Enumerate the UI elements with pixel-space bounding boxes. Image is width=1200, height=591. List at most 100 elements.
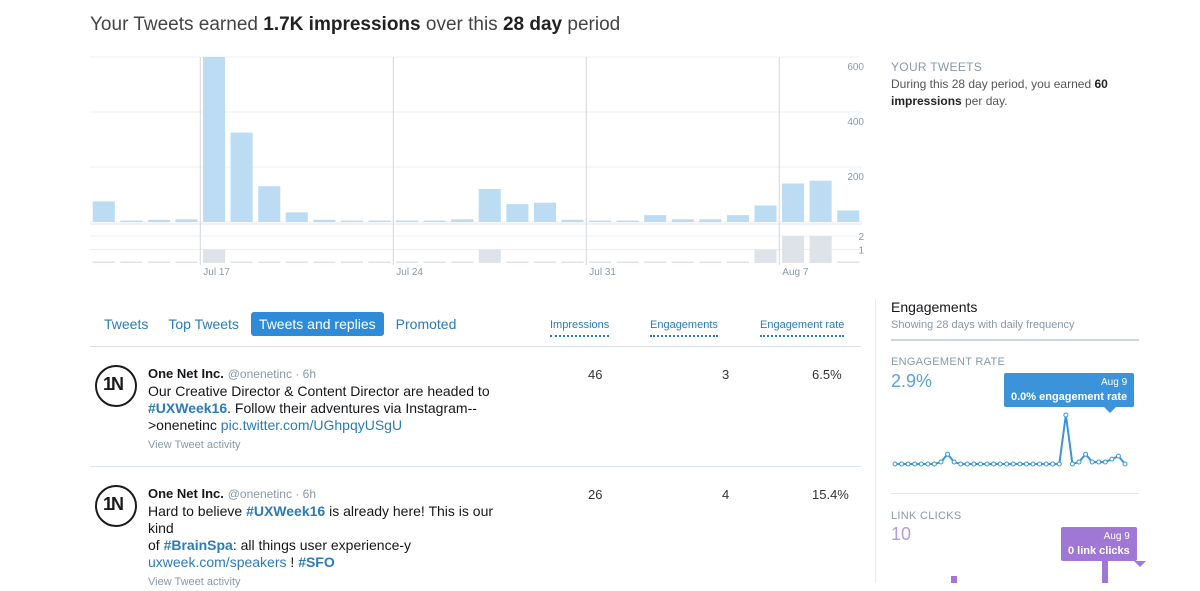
- engagement-rate-point: [984, 461, 990, 467]
- tweet-hashtag[interactable]: #UXWeek16: [148, 400, 228, 416]
- tweet-text: Our Creative Director & Content Director…: [148, 383, 490, 399]
- tweet-text: >onenetinc: [148, 417, 217, 433]
- engagement-rate-point: [964, 461, 970, 467]
- engagement-rate-point: [938, 459, 944, 465]
- table-row[interactable]: 1N One Net Inc. @onenetinc · 6h Our Crea…: [90, 347, 861, 467]
- engagements-bar: [699, 261, 722, 263]
- tooltip-value: 0.0% engagement rate: [1011, 391, 1128, 403]
- tweet-engagements: 3: [722, 367, 730, 382]
- tweet-hashtag[interactable]: #BrainSpa: [163, 537, 233, 553]
- row-divider: [90, 466, 861, 467]
- x-tick-label: Jul 17: [203, 267, 230, 278]
- tweet-time[interactable]: 6h: [302, 367, 317, 381]
- engagements-bar: [175, 261, 198, 263]
- column-impressions[interactable]: Impressions: [550, 319, 610, 337]
- tab-promoted[interactable]: Promoted: [395, 316, 457, 332]
- tweet-author[interactable]: One Net Inc.: [148, 366, 224, 381]
- tweet-time[interactable]: 6h: [302, 487, 317, 501]
- table-row[interactable]: 1N One Net Inc. @onenetinc · 6h Hard to …: [90, 467, 861, 588]
- column-engagements[interactable]: Engagements: [650, 319, 718, 337]
- engagements-bar: [313, 261, 336, 263]
- y-tick-label: 400: [847, 117, 864, 128]
- avatar[interactable]: 1N: [95, 485, 137, 527]
- impressions-bar: [230, 132, 253, 222]
- tweet-text: . Follow their adventures via Instagram-…: [227, 400, 477, 416]
- impressions-bar: [451, 219, 474, 222]
- impressions-bar: [423, 220, 446, 222]
- link-clicks-value: 10: [891, 524, 912, 544]
- avatar[interactable]: 1N: [95, 365, 137, 407]
- tweet-text: of: [148, 537, 160, 553]
- engagement-rate-point: [905, 461, 911, 467]
- engagement-rate-point: [1030, 461, 1036, 467]
- engagement-rate-point: [1109, 456, 1115, 462]
- your-tweets-suffix: per day.: [965, 94, 1008, 108]
- tweet-hashtag[interactable]: #SFO: [298, 554, 335, 570]
- engagements-bar: [396, 261, 419, 263]
- engagements-bar: [92, 261, 115, 263]
- impressions-chart[interactable]: Jul 17 Jul 24 Jul 31 Aug 7 200 400 600 1 2: [0, 0, 1200, 300]
- engagement-rate-point: [958, 461, 964, 467]
- link-clicks-caption: LINK CLICKS: [891, 510, 962, 522]
- engagements-bar: [258, 261, 281, 263]
- engagement-rate-point: [925, 461, 931, 467]
- engagements-bar: [809, 236, 832, 263]
- engagement-rate-point: [1010, 461, 1016, 467]
- engagements-bar: [478, 249, 501, 263]
- view-tweet-activity-link[interactable]: View Tweet activity: [148, 439, 241, 451]
- engagement-rate-point: [1043, 461, 1049, 467]
- engagements-bar: [340, 261, 363, 263]
- tweet-engagement-rate: 15.4%: [812, 487, 849, 502]
- impressions-bar: [120, 220, 143, 222]
- tooltip-date: Aug 9: [1101, 377, 1128, 388]
- engagement-rate-point: [1076, 459, 1082, 465]
- impressions-bar: [699, 219, 722, 222]
- impressions-bar: [285, 212, 308, 222]
- engagements-divider: [891, 339, 1139, 341]
- engagement-rate-point: [1004, 461, 1010, 467]
- tweet-handle[interactable]: @onenetinc: [227, 367, 292, 381]
- headline-middle: over this: [425, 14, 498, 35]
- engagements-bar: [561, 261, 584, 263]
- column-engagement-rate[interactable]: Engagement rate: [760, 319, 845, 337]
- engagement-rate-point: [1063, 412, 1069, 418]
- engagement-rate-point: [1089, 459, 1095, 465]
- engagement-rate-value: 2.9%: [891, 371, 933, 391]
- engagements-bar: [368, 261, 391, 263]
- impressions-bar: [533, 202, 556, 222]
- engagement-rate-point: [918, 461, 924, 467]
- tweet-impressions: 46: [588, 367, 603, 382]
- engagement-rate-point: [892, 461, 898, 467]
- impressions-bar: [92, 201, 115, 222]
- engagement-rate-point: [977, 461, 983, 467]
- tweet-hashtag[interactable]: #UXWeek16: [246, 503, 326, 519]
- tab-tweets-and-replies[interactable]: Tweets and replies: [250, 312, 384, 336]
- engagement-rate-point: [991, 461, 997, 467]
- tweet-link[interactable]: pic.twitter.com/UGhpqyUSgU: [220, 417, 403, 433]
- tab-tweets[interactable]: Tweets: [104, 316, 149, 332]
- your-tweets-summary: YOUR TWEETS During this 28 day period, y…: [891, 59, 1151, 110]
- impressions-bar: [396, 220, 419, 222]
- engagements-bar: [782, 236, 805, 263]
- engagements-bar: [616, 261, 639, 263]
- impressions-bar: [478, 189, 501, 222]
- headline-prefix: Your Tweets earned: [90, 14, 258, 35]
- tweet-link[interactable]: uxweek.com/speakers: [148, 554, 287, 570]
- impressions-bar: [616, 220, 639, 222]
- section-divider: [891, 493, 1139, 494]
- your-tweets-caption: YOUR TWEETS: [891, 60, 983, 74]
- impressions-bar: [782, 183, 805, 222]
- engagement-rate-caption: ENGAGEMENT RATE: [891, 356, 1006, 368]
- tab-top-tweets[interactable]: Top Tweets: [168, 316, 239, 332]
- engagements-bar: [120, 261, 143, 263]
- onenet-logo-icon: 1N: [103, 374, 124, 394]
- engagement-rate-point: [945, 451, 951, 457]
- engagement-rate-point: [1102, 459, 1108, 465]
- panel-divider: [875, 299, 876, 583]
- engagement-rate-point: [912, 461, 918, 467]
- impressions-bar: [368, 220, 391, 222]
- y-tick-label: 600: [847, 62, 864, 73]
- tweet-engagements: 4: [722, 487, 730, 502]
- tweet-author[interactable]: One Net Inc.: [148, 486, 224, 501]
- tweet-handle[interactable]: @onenetinc: [227, 487, 292, 501]
